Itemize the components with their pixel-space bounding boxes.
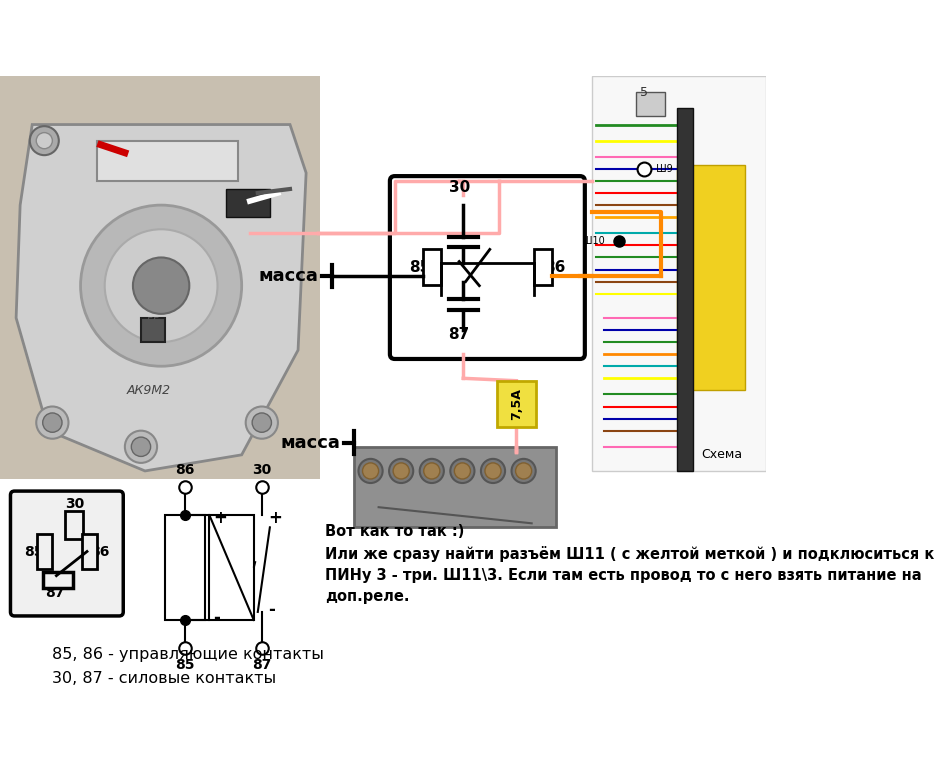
Bar bbox=[141, 318, 165, 342]
Text: Вот как то так :)
Или же сразу найти разъём Ш11 ( с желтой меткой ) и подклюсить: Вот как то так :) Или же сразу найти раз… bbox=[324, 524, 934, 604]
Bar bbox=[97, 140, 238, 181]
Polygon shape bbox=[16, 125, 306, 471]
Circle shape bbox=[105, 229, 218, 342]
Circle shape bbox=[515, 463, 532, 479]
Circle shape bbox=[481, 459, 505, 483]
Text: 85: 85 bbox=[24, 545, 44, 558]
Bar bbox=[0, 76, 320, 479]
Text: Ш10: Ш10 bbox=[582, 236, 609, 246]
Circle shape bbox=[36, 406, 68, 439]
Bar bbox=[66, 511, 83, 539]
Circle shape bbox=[424, 463, 439, 479]
FancyBboxPatch shape bbox=[10, 491, 124, 616]
Circle shape bbox=[43, 413, 62, 432]
Circle shape bbox=[29, 126, 59, 155]
Text: +: + bbox=[268, 509, 282, 527]
Text: АК9М2: АК9М2 bbox=[127, 384, 171, 397]
Text: 7,5А: 7,5А bbox=[510, 388, 523, 420]
Text: +: + bbox=[213, 509, 227, 527]
Bar bbox=[355, 447, 555, 528]
Text: -: - bbox=[268, 601, 275, 619]
Bar bbox=[534, 249, 552, 285]
Circle shape bbox=[245, 406, 278, 439]
Circle shape bbox=[451, 459, 475, 483]
Circle shape bbox=[485, 463, 501, 479]
Text: 30: 30 bbox=[252, 463, 271, 477]
Text: Схема: Схема bbox=[701, 448, 742, 461]
Text: масса: масса bbox=[259, 267, 319, 285]
Bar bbox=[82, 534, 97, 569]
Text: 85: 85 bbox=[176, 658, 195, 672]
Circle shape bbox=[393, 463, 409, 479]
Text: 85: 85 bbox=[409, 260, 431, 274]
Circle shape bbox=[81, 205, 242, 366]
Circle shape bbox=[131, 437, 150, 456]
Text: 86: 86 bbox=[90, 545, 109, 558]
Bar bbox=[423, 249, 440, 285]
Text: 86: 86 bbox=[544, 260, 566, 274]
Circle shape bbox=[362, 463, 378, 479]
Bar bbox=[225, 189, 270, 217]
Text: 87: 87 bbox=[252, 658, 271, 672]
Bar bbox=[209, 515, 254, 620]
Circle shape bbox=[419, 459, 444, 483]
Text: -: - bbox=[213, 608, 221, 626]
FancyBboxPatch shape bbox=[390, 176, 585, 359]
Circle shape bbox=[133, 257, 189, 314]
Bar bbox=[497, 381, 535, 427]
Text: 30: 30 bbox=[66, 497, 85, 511]
Text: 85, 86 - управляющие контакты: 85, 86 - управляющие контакты bbox=[52, 647, 324, 662]
Text: 86: 86 bbox=[176, 463, 195, 477]
Circle shape bbox=[36, 132, 52, 149]
Text: 55: 55 bbox=[146, 317, 160, 327]
Circle shape bbox=[512, 459, 535, 483]
Bar bbox=[677, 108, 692, 471]
Circle shape bbox=[455, 463, 471, 479]
Text: 30: 30 bbox=[449, 180, 470, 195]
Text: 5: 5 bbox=[640, 85, 649, 99]
Bar bbox=[43, 572, 73, 588]
Bar bbox=[677, 165, 746, 390]
Text: масса: масса bbox=[281, 434, 340, 452]
Circle shape bbox=[252, 413, 271, 432]
Bar bbox=[636, 93, 665, 117]
Circle shape bbox=[125, 430, 157, 463]
Text: 87: 87 bbox=[449, 327, 470, 342]
Bar bbox=[592, 76, 767, 471]
Text: 30, 87 - силовые контакты: 30, 87 - силовые контакты bbox=[52, 671, 277, 686]
Bar bbox=[165, 515, 205, 620]
Text: 87: 87 bbox=[45, 586, 65, 600]
Text: Ш9: Ш9 bbox=[652, 164, 672, 174]
Circle shape bbox=[389, 459, 414, 483]
Circle shape bbox=[359, 459, 382, 483]
Bar bbox=[37, 534, 51, 569]
